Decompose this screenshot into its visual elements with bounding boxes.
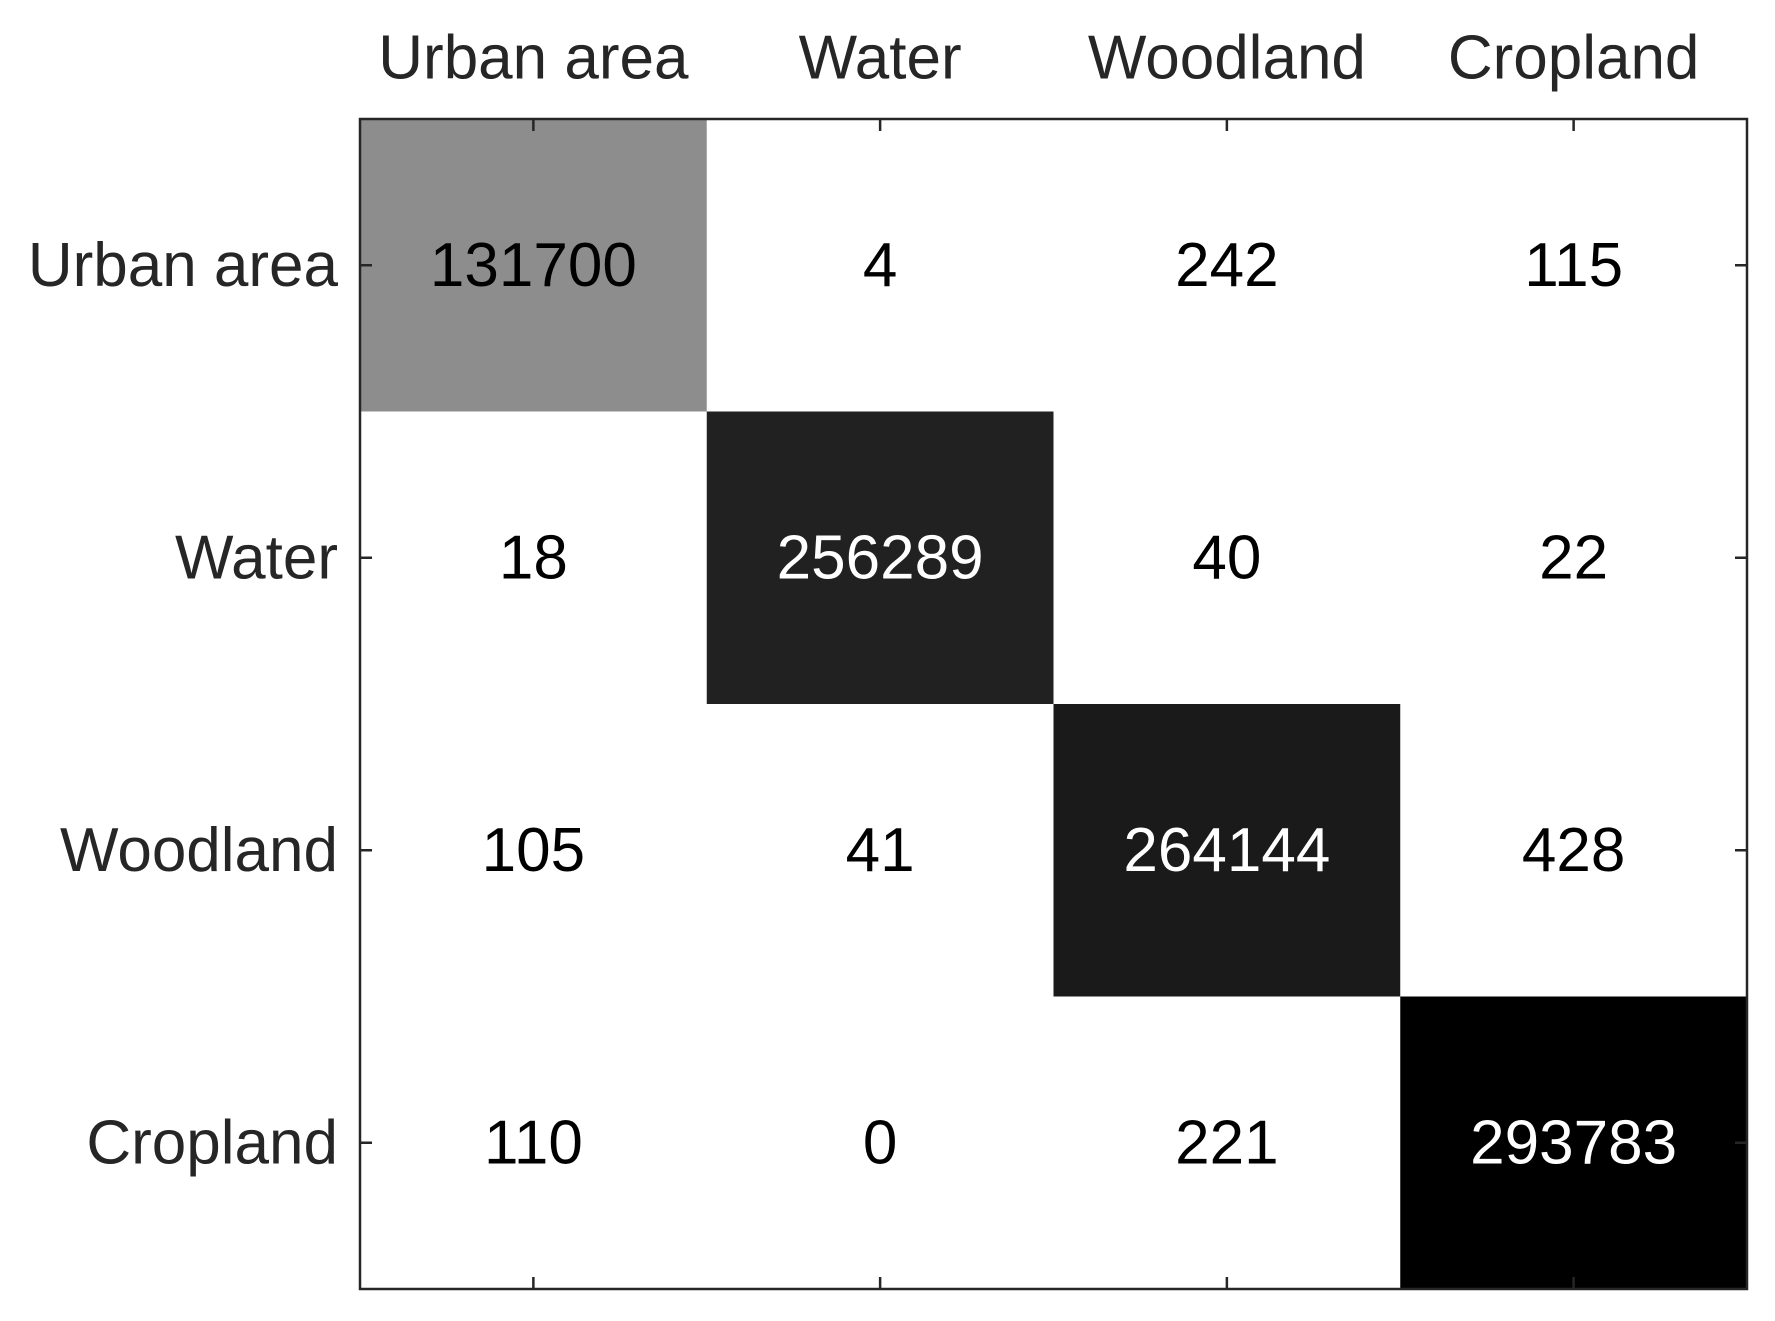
heatmap-cell [706,119,1054,412]
cell-value-labels: 131700 4 242 115 18 256289 40 22 105 41 264144 428 1… [430,231,1677,1178]
heatmap-cell [706,411,1054,705]
cell-value-label: 293783 [1470,1108,1677,1177]
axis-ticks [360,119,1747,1289]
heatmap-cell [360,704,708,997]
cell-value-label: 0 [863,1108,897,1177]
cell-value-label: 18 [499,523,568,592]
heatmap-cell [360,996,708,1290]
cell-value-label: 4 [863,231,897,300]
cell-value-label: 428 [1522,816,1625,885]
cell-value-label: 105 [482,816,585,885]
cell-value-label: 131700 [430,231,637,300]
heatmap-cell [1053,996,1401,1290]
column-labels: Urban area Water Woodland Cropland [378,24,1699,93]
cell-value-label: 256289 [777,523,984,592]
cell-value-label: 242 [1175,231,1278,300]
cell-value-label: 115 [1524,231,1623,300]
y-tick-label: Urban area [28,231,339,300]
cell-value-label: 40 [1192,523,1261,592]
x-tick-label: Woodland [1088,24,1366,93]
heatmap-cell [1400,119,1748,412]
x-tick-label: Cropland [1448,24,1700,93]
cell-value-label: 221 [1175,1108,1278,1177]
y-tick-label: Cropland [86,1108,338,1177]
cell-value-label: 110 [484,1108,583,1177]
row-labels: Urban area Water Woodland Cropland [28,231,339,1178]
heatmap-cell [706,704,1054,997]
heatmap-cell [1400,411,1748,705]
heatmap-cell [1053,704,1401,997]
heatmap-cell [1400,996,1748,1290]
heatmap-cell [706,996,1054,1290]
heatmap-cell [1053,411,1401,705]
cell-value-label: 22 [1539,523,1608,592]
plot-frame [358,117,1749,1291]
heatmap-cell [360,119,708,412]
y-tick-label: Woodland [60,816,338,885]
cell-value-label: 41 [846,816,915,885]
heatmap-cells [360,119,1748,1290]
x-tick-label: Urban area [378,24,689,93]
heatmap-cell [360,411,708,705]
heatmap-cell [1400,704,1748,997]
heatmap-cell [1053,119,1401,412]
cell-value-label: 264144 [1123,816,1330,885]
y-tick-label: Water [175,523,338,592]
x-tick-label: Water [799,24,962,93]
